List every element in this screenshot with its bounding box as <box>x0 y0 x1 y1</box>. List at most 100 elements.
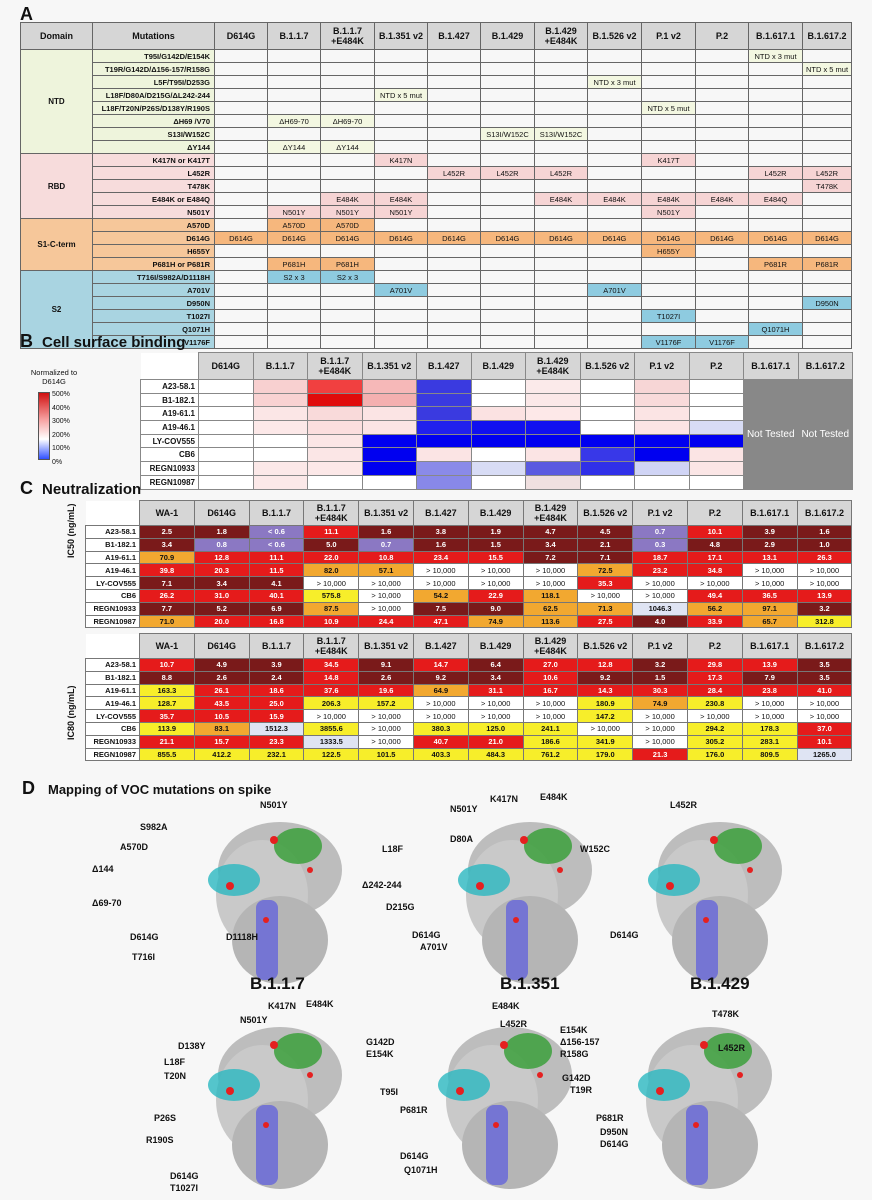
mutation-cell: NTD x 5 mut <box>374 88 428 102</box>
antibody-label: REGN10933 <box>85 734 140 749</box>
mutation-annotation: W152C <box>580 844 611 854</box>
mutation-annotation: D215G <box>386 902 415 912</box>
mutation-cell <box>641 166 696 180</box>
neutralization-value: > 10,000 <box>741 576 798 590</box>
mutation-cell <box>374 270 428 284</box>
variant-header: B.1.429 +E484K <box>522 633 579 659</box>
binding-cell <box>688 461 744 476</box>
mutation-name: T19R/G142D/Δ156-157/R158G <box>92 62 215 76</box>
mutation-cell <box>214 49 268 63</box>
neutralization-value: 41.0 <box>796 683 853 698</box>
neutralization-value: 14.7 <box>412 658 469 672</box>
variant-header: B.1.1.7 <box>267 22 321 50</box>
mutation-cell <box>214 283 268 297</box>
antibody-label: A19-46.1 <box>85 696 140 711</box>
neutralization-value: 341.9 <box>577 734 634 749</box>
mutation-cell <box>267 153 321 167</box>
mutation-cell: D614G <box>748 231 803 245</box>
binding-cell <box>198 379 254 394</box>
mutation-annotation: N501Y <box>260 800 288 810</box>
mutation-cell <box>267 166 321 180</box>
mutation-cell <box>748 153 803 167</box>
mutation-cell <box>214 309 268 323</box>
antibody-label: A19-46.1 <box>140 420 199 435</box>
mutation-cell: A570D <box>320 218 375 232</box>
variant-header: B.1.617.1 <box>743 352 799 380</box>
mutation-cell <box>427 244 481 258</box>
antibody-label: CB6 <box>140 447 199 463</box>
neutralization-value: 2.9 <box>741 537 798 552</box>
neutralization-value: 40.7 <box>412 734 469 749</box>
mutation-cell <box>267 296 321 310</box>
binding-cell <box>688 433 744 449</box>
mutation-cell <box>480 257 535 271</box>
neutralization-value: 122.5 <box>303 747 360 762</box>
mutation-annotation: E154K <box>560 1025 588 1035</box>
mutation-cell: D950N <box>802 296 852 310</box>
binding-cell <box>579 461 635 476</box>
mutation-cell <box>374 101 428 115</box>
mutation-cell <box>214 88 268 102</box>
mutation-cell: NTD x 3 mut <box>587 75 642 89</box>
mutation-cell <box>695 296 749 310</box>
binding-cell <box>688 379 744 394</box>
mutation-annotation: D1118H <box>226 932 259 942</box>
binding-cell <box>307 420 363 435</box>
panel-b-label: B <box>20 331 33 351</box>
neutralization-value: 30.3 <box>632 683 688 698</box>
mutation-cell <box>534 218 588 232</box>
mutation-cell <box>427 75 481 89</box>
neutralization-value: > 10,000 <box>358 588 414 603</box>
mutation-cell: D614G <box>214 231 268 245</box>
variant-header: B.1.617.1 <box>741 500 798 526</box>
mutation-cell: NTD x 3 mut <box>748 49 803 63</box>
mutation-annotation: Δ242-244 <box>362 880 402 890</box>
neutralization-value: 37.0 <box>796 721 853 736</box>
binding-cell <box>579 406 635 422</box>
neutralization-value: 11.1 <box>248 550 305 565</box>
neutralization-value: 7.9 <box>741 670 798 685</box>
mutation-cell <box>748 114 803 128</box>
neutralization-value: 20.0 <box>193 614 250 629</box>
mutation-cell <box>267 101 321 115</box>
mutation-cell <box>480 322 535 336</box>
domain-cell: NTD <box>20 49 93 154</box>
neutralization-value: 3.5 <box>796 658 853 672</box>
neutralization-value: > 10,000 <box>796 709 853 723</box>
neutralization-value: 403.3 <box>412 747 469 762</box>
binding-cell <box>579 433 635 449</box>
mutation-cell <box>587 322 642 336</box>
spike-model-image <box>208 1027 342 1189</box>
mutation-cell <box>587 101 642 115</box>
mutation-cell <box>748 218 803 232</box>
neutralization-value: 10.6 <box>522 670 579 685</box>
neutralization-value: 82.0 <box>303 563 360 578</box>
mutation-cell: H655Y <box>641 244 696 258</box>
mutation-cell: D614G <box>534 231 588 245</box>
variant-header: B.1.351 v2 <box>374 22 428 50</box>
mutation-cell <box>427 179 481 193</box>
variant-header: B.1.526 v2 <box>587 22 642 50</box>
mutation-cell <box>802 244 852 258</box>
mutation-cell <box>427 283 481 297</box>
neutralization-value: 7.1 <box>577 550 634 565</box>
neutralization-value: 484.3 <box>467 747 524 762</box>
mutation-row: T1027I T1027I <box>21 309 852 323</box>
binding-cell <box>198 461 254 476</box>
neutralization-value: 9.0 <box>467 601 524 616</box>
mutation-annotation: P681R <box>596 1113 624 1123</box>
variant-header: P.2 <box>688 352 744 380</box>
mutation-cell <box>534 205 588 219</box>
mutation-cell <box>587 88 642 102</box>
mutation-cell: D614G <box>267 231 321 245</box>
neutralization-value: > 10,000 <box>632 576 688 590</box>
mutation-cell: E484K <box>534 192 588 206</box>
mutation-cell <box>427 205 481 219</box>
mutation-cell: ΔH69-70 <box>267 114 321 128</box>
mutation-annotation: E484K <box>540 792 568 802</box>
mutation-row: P681H or P681R P681H P681H P681R P681R <box>21 257 852 271</box>
mutation-annotation: Δ144 <box>92 864 114 874</box>
neutralization-value: 294.2 <box>686 721 743 736</box>
mutation-cell <box>695 179 749 193</box>
neutralization-value: 13.1 <box>741 550 798 565</box>
